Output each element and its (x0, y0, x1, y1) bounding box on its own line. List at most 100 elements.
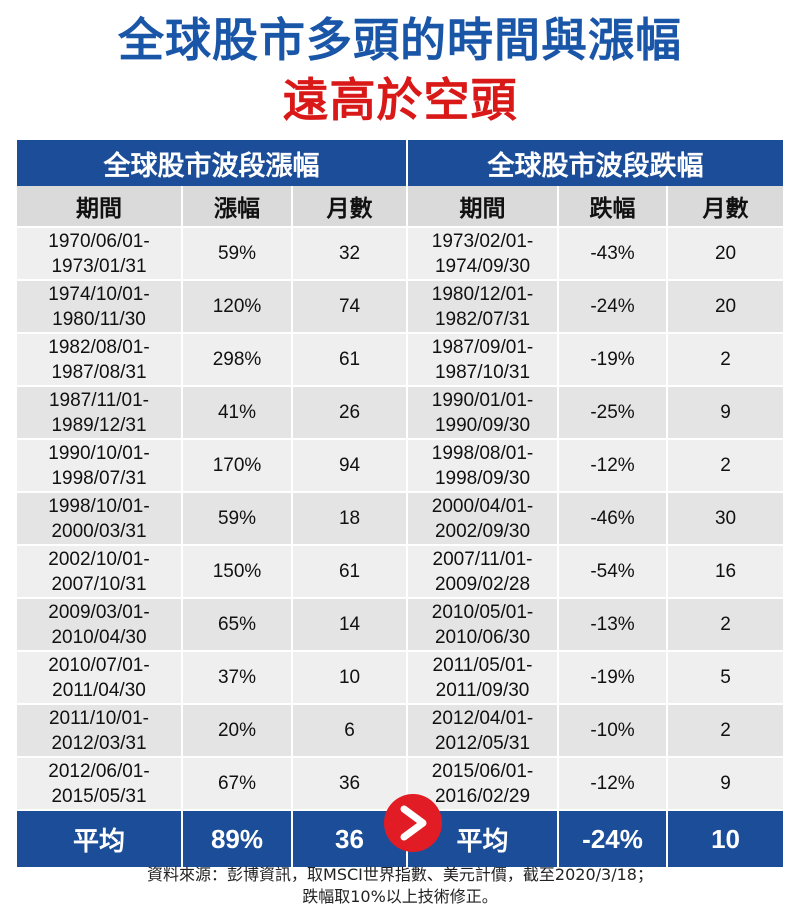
table-body: 1970/06/01- 1973/01/31 59% 32 1973/02/01- 197… (17, 226, 784, 810)
bear-period-cell: 2010/05/01- 2010/06/30 (407, 597, 560, 651)
table-row: 1998/10/01- 2000/03/31 59% 18 2000/04/01- 200… (17, 491, 784, 545)
bull-change-cell: 170% (182, 438, 293, 492)
bear-period-end: 2012/05/31 (434, 732, 531, 754)
bear-period-cell: 1987/09/01- 1987/10/31 (407, 332, 560, 386)
source-note-line2: 跌幅取10%以上技術修正。 (302, 887, 498, 906)
bear-period-end: 2002/09/30 (434, 520, 531, 542)
page-subtitle: 遠高於空頭 (282, 73, 518, 127)
bear-period-cell: 2015/06/01- 2016/02/29 (407, 756, 560, 810)
bear-section-header: 全球股市波段跌幅 (407, 140, 784, 186)
table-row: 1982/08/01- 1987/08/31 298% 61 1987/09/01- 19… (17, 332, 784, 386)
bear-period-end: 2010/06/30 (434, 626, 531, 648)
bull-period-cell: 2009/03/01- 2010/04/30 (17, 597, 183, 651)
bull-period-end: 1989/12/31 (51, 414, 147, 436)
bear-period-cell: 2011/05/01- 2011/09/30 (407, 650, 560, 704)
bull-period-end: 2012/03/31 (51, 732, 147, 754)
bull-months-cell: 18 (292, 491, 409, 545)
bear-period-cell: 2012/04/01- 2012/05/31 (407, 703, 560, 757)
bull-months-cell: 61 (292, 332, 409, 386)
bear-change-col-header: 跌幅 (558, 186, 669, 227)
bull-period-cell: 2012/06/01- 2015/05/31 (17, 756, 183, 810)
bull-months-cell: 32 (292, 226, 409, 280)
bear-months-cell: 20 (667, 226, 784, 280)
table-row: 2010/07/01- 2011/04/30 37% 10 2011/05/01- 201… (17, 650, 784, 704)
table-row: 1990/10/01- 1998/07/31 170% 94 1998/08/01- 19… (17, 438, 784, 492)
bear-period-start: 1998/08/01- (431, 442, 534, 464)
bull-period-start: 1982/08/01- (48, 336, 150, 358)
bear-change-cell: -25% (558, 385, 669, 439)
table-row: 1987/11/01- 1989/12/31 41% 26 1990/01/01- 199… (17, 385, 784, 439)
bear-months-cell: 2 (667, 703, 784, 757)
bull-period-cell: 1974/10/01- 1980/11/30 (17, 279, 183, 333)
bull-period-start: 2010/07/01- (48, 654, 150, 676)
page-title: 全球股市多頭的時間與漲幅 (118, 13, 682, 67)
bear-months-cell: 9 (667, 756, 784, 810)
table-row: 2009/03/01- 2010/04/30 65% 14 2010/05/01- 201… (17, 597, 784, 651)
source-note-line1: 資料來源：彭博資訊，取MSCI世界指數、美元計價，截至2020/3/18； (147, 865, 653, 884)
bear-period-end: 1982/07/31 (434, 308, 531, 330)
bear-change-cell: -43% (558, 226, 669, 280)
bear-change-cell: -19% (558, 650, 669, 704)
bull-period-end: 2010/04/30 (51, 626, 147, 648)
bull-change-cell: 59% (182, 226, 293, 280)
bull-change-cell: 298% (182, 332, 293, 386)
bull-change-col-header: 漲幅 (182, 186, 293, 227)
table-row: 2002/10/01- 2007/10/31 150% 61 2007/11/01- 20… (17, 544, 784, 598)
bull-average-change: 89% (182, 809, 293, 867)
bull-months-cell: 10 (292, 650, 409, 704)
bull-months-cell: 26 (292, 385, 409, 439)
bull-period-start: 2012/06/01- (48, 760, 150, 782)
bull-period-start: 1970/06/01- (48, 230, 150, 252)
bear-period-start: 1973/02/01- (431, 230, 534, 252)
bear-period-end: 1998/09/30 (434, 467, 531, 489)
comparison-table: 全球股市波段漲幅 全球股市波段跌幅 期間 漲幅 月數 期間 跌幅 月數 1970… (17, 140, 784, 867)
bear-period-cell: 2000/04/01- 2002/09/30 (407, 491, 560, 545)
bull-change-cell: 41% (182, 385, 293, 439)
bear-months-cell: 20 (667, 279, 784, 333)
bull-period-end: 1980/11/30 (52, 308, 146, 330)
bull-period-start: 1990/10/01- (48, 442, 150, 464)
bull-period-cell: 2002/10/01- 2007/10/31 (17, 544, 183, 598)
bear-change-cell: -12% (558, 438, 669, 492)
bear-change-cell: -24% (558, 279, 669, 333)
source-note: 資料來源：彭博資訊，取MSCI世界指數、美元計價，截至2020/3/18； 跌幅… (0, 864, 800, 908)
bear-period-start: 2000/04/01- (431, 495, 534, 517)
bear-months-cell: 5 (667, 650, 784, 704)
bear-months-cell: 9 (667, 385, 784, 439)
bear-period-start: 2010/05/01- (431, 601, 534, 623)
bear-period-end: 2016/02/29 (434, 785, 531, 807)
bull-period-start: 1998/10/01- (48, 495, 150, 517)
bear-change-cell: -10% (558, 703, 669, 757)
bull-average-label: 平均 (17, 809, 183, 867)
bull-months-cell: 14 (292, 597, 409, 651)
bear-change-cell: -46% (558, 491, 669, 545)
bear-period-start: 1980/12/01- (431, 283, 534, 305)
bull-change-cell: 20% (182, 703, 293, 757)
bull-period-cell: 1990/10/01- 1998/07/31 (17, 438, 183, 492)
bear-change-cell: -13% (558, 597, 669, 651)
bull-period-cell: 2011/10/01- 2012/03/31 (17, 703, 183, 757)
bear-period-cell: 1980/12/01- 1982/07/31 (407, 279, 560, 333)
bear-months-cell: 16 (667, 544, 784, 598)
bear-change-cell: -12% (558, 756, 669, 810)
bull-period-cell: 1987/11/01- 1989/12/31 (17, 385, 183, 439)
table-row: 1970/06/01- 1973/01/31 59% 32 1973/02/01- 197… (17, 226, 784, 280)
bear-period-col-header: 期間 (407, 186, 560, 227)
bull-months-cell: 61 (292, 544, 409, 598)
bear-period-cell: 1990/01/01- 1990/09/30 (407, 385, 560, 439)
bull-period-end: 1973/01/31 (51, 255, 147, 277)
bull-period-cell: 2010/07/01- 2011/04/30 (17, 650, 183, 704)
bull-period-col-header: 期間 (17, 186, 183, 227)
bull-months-cell: 36 (292, 756, 409, 810)
bull-period-start: 2002/10/01- (48, 548, 150, 570)
bear-period-cell: 1973/02/01- 1974/09/30 (407, 226, 560, 280)
table-row: 1974/10/01- 1980/11/30 120% 74 1980/12/01- 19… (17, 279, 784, 333)
bull-period-start: 1974/10/01- (48, 283, 150, 305)
bear-months-cell: 2 (667, 332, 784, 386)
bull-period-end: 1987/08/31 (51, 361, 147, 383)
bull-period-end: 2000/03/31 (51, 520, 147, 542)
bear-period-end: 1990/09/30 (434, 414, 531, 436)
table-row: 2012/06/01- 2015/05/31 67% 36 2015/06/01- 201… (17, 756, 784, 810)
bear-average-months: 10 (667, 809, 784, 867)
bull-change-cell: 59% (182, 491, 293, 545)
